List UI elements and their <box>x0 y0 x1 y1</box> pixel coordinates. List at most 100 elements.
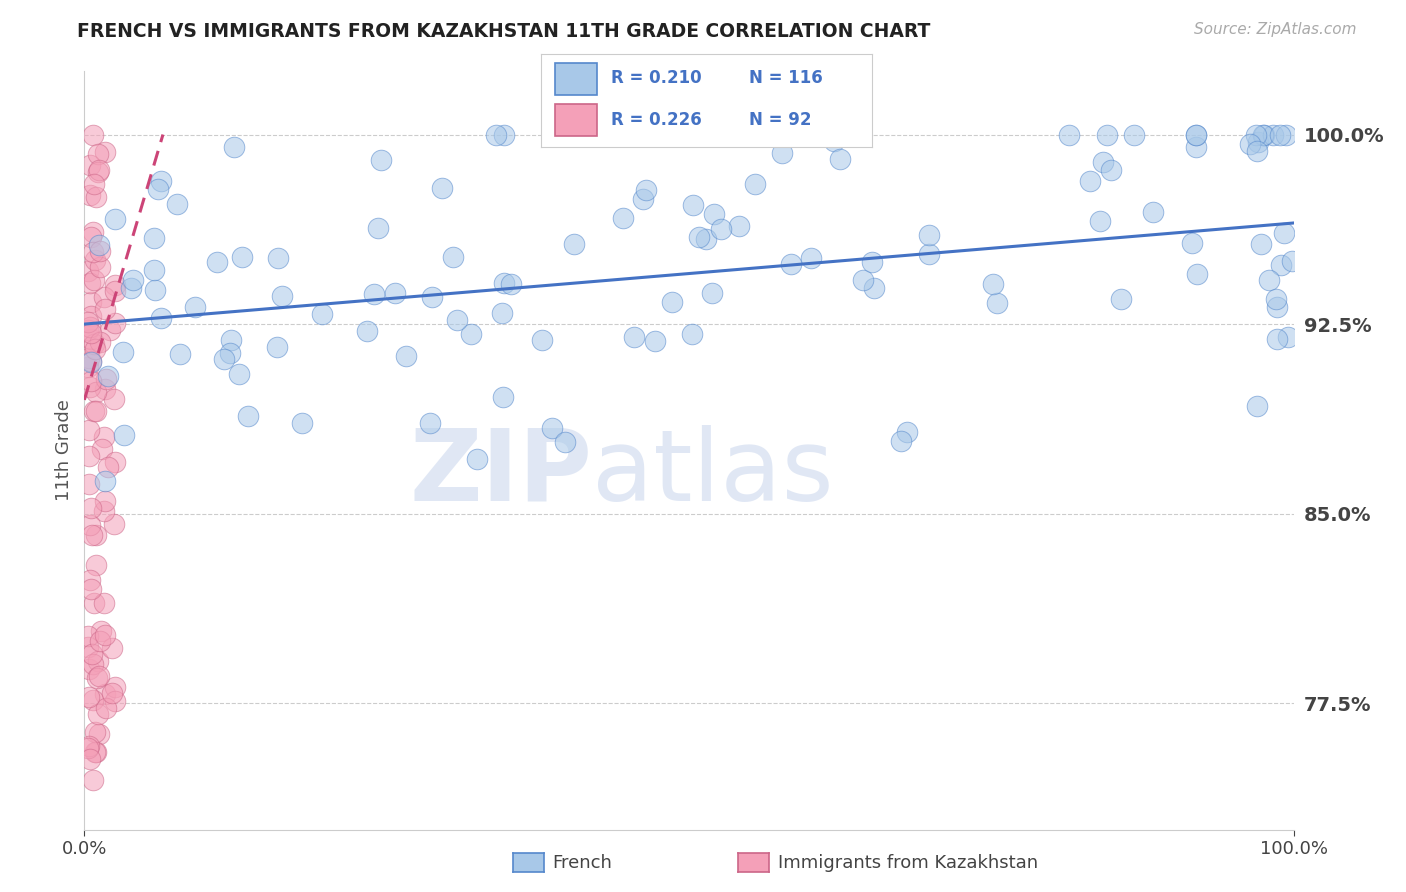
Point <box>149 311 172 326</box>
Point <box>491 390 513 404</box>
Point <box>77 690 100 705</box>
Point <box>862 281 884 295</box>
Point <box>981 277 1004 292</box>
Point <box>710 222 733 236</box>
Point <box>86 671 108 685</box>
Y-axis label: 11th Grade: 11th Grade <box>55 400 73 501</box>
Point <box>79 326 101 340</box>
Point <box>82 244 104 259</box>
Text: French: French <box>553 854 613 871</box>
Point <box>166 197 188 211</box>
Point <box>1122 128 1144 142</box>
Point <box>823 134 845 148</box>
Point <box>1181 235 1204 250</box>
Point <box>828 152 851 166</box>
Text: FRENCH VS IMMIGRANTS FROM KAZAKHSTAN 11TH GRADE CORRELATION CHART: FRENCH VS IMMIGRANTS FROM KAZAKHSTAN 11T… <box>77 22 931 41</box>
Text: Immigrants from Kazakhstan: Immigrants from Kazakhstan <box>778 854 1038 871</box>
Point <box>79 380 101 394</box>
Point <box>93 494 115 508</box>
Point <box>104 693 127 707</box>
Point <box>93 430 115 444</box>
Point <box>169 347 191 361</box>
Point <box>612 211 634 226</box>
Point <box>485 128 508 142</box>
Point <box>623 330 645 344</box>
Point <box>1272 226 1295 240</box>
Point <box>142 262 165 277</box>
Point <box>1099 163 1122 178</box>
Point <box>554 435 576 450</box>
Point <box>800 251 823 265</box>
Point <box>87 238 110 252</box>
Point <box>1078 174 1101 188</box>
Point <box>83 725 105 739</box>
Point <box>104 455 127 469</box>
Point <box>79 276 101 290</box>
Text: R = 0.226: R = 0.226 <box>610 111 702 128</box>
Point <box>363 286 385 301</box>
Point <box>80 309 103 323</box>
Point <box>266 341 288 355</box>
Point <box>370 153 392 168</box>
Point <box>491 306 513 320</box>
Point <box>94 687 117 701</box>
Point <box>79 574 101 588</box>
Point <box>661 295 683 310</box>
Point <box>267 252 290 266</box>
Point <box>87 707 110 722</box>
Point <box>93 290 115 304</box>
Point <box>1281 254 1303 268</box>
Point <box>1250 236 1272 251</box>
Point <box>860 255 883 269</box>
Point <box>1185 267 1208 281</box>
Point <box>77 741 100 756</box>
Text: ZIP: ZIP <box>409 425 592 522</box>
Point <box>84 343 107 357</box>
Point <box>492 276 515 290</box>
Point <box>770 145 793 160</box>
Point <box>97 369 120 384</box>
Point <box>1268 128 1291 142</box>
Point <box>1185 128 1208 142</box>
Point <box>1258 273 1281 287</box>
Point <box>87 654 110 668</box>
Point <box>94 371 117 385</box>
Point <box>852 273 875 287</box>
Point <box>917 247 939 261</box>
Point <box>77 662 100 676</box>
Point <box>1265 333 1288 347</box>
Point <box>87 147 110 161</box>
Point <box>91 442 114 456</box>
Point <box>1247 136 1270 150</box>
Point <box>80 648 103 662</box>
Point <box>1264 292 1286 306</box>
Point <box>356 324 378 338</box>
Point <box>83 404 105 418</box>
Point <box>82 128 104 142</box>
Point <box>79 449 101 463</box>
Point <box>77 351 100 366</box>
Point <box>779 257 801 271</box>
Point <box>97 459 120 474</box>
Point <box>84 558 107 572</box>
Point <box>219 333 242 347</box>
Point <box>231 250 253 264</box>
Point <box>1142 204 1164 219</box>
Point <box>271 289 294 303</box>
Point <box>80 501 103 516</box>
Point <box>90 624 112 639</box>
FancyBboxPatch shape <box>554 104 598 136</box>
Point <box>395 349 418 363</box>
Point <box>82 772 104 787</box>
Point <box>492 128 515 142</box>
Point <box>84 746 107 760</box>
Point <box>1261 128 1284 142</box>
Text: N = 116: N = 116 <box>749 70 824 87</box>
Point <box>104 211 127 226</box>
Point <box>112 345 135 359</box>
Point <box>89 334 111 349</box>
Point <box>104 277 127 292</box>
Point <box>87 727 110 741</box>
Point <box>79 752 101 766</box>
Point <box>149 174 172 188</box>
